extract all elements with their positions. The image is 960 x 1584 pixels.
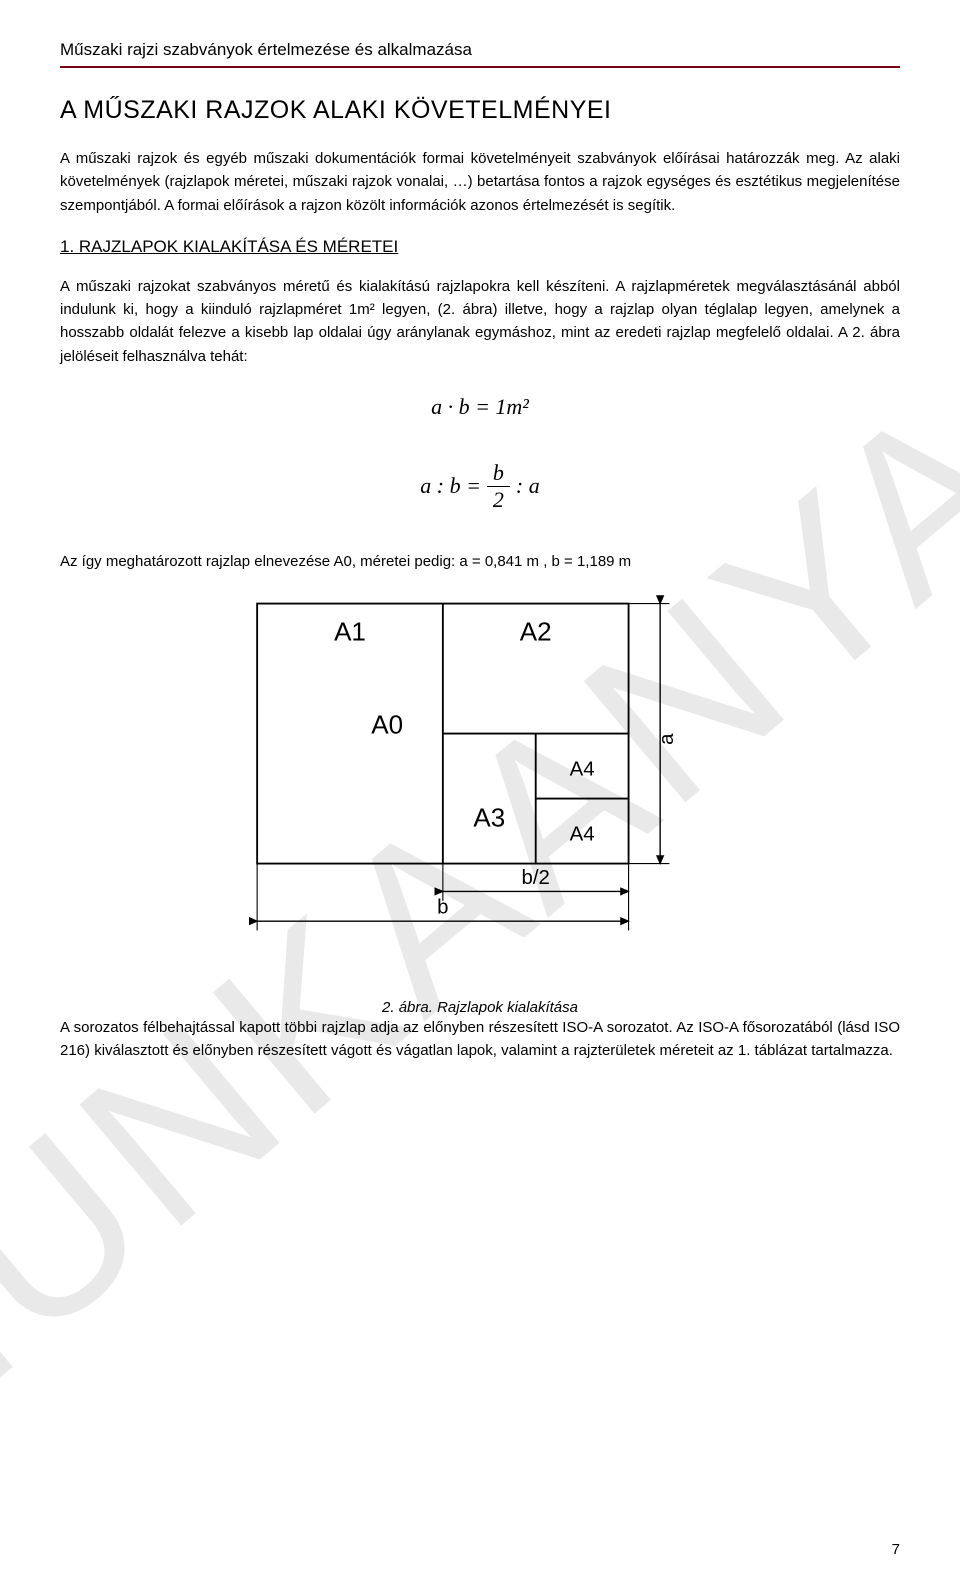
fraction: b 2 (487, 462, 510, 511)
page-number: 7 (892, 1541, 900, 1558)
svg-text:A4: A4 (570, 758, 595, 780)
section-title: A MŰSZAKI RAJZOK ALAKI KÖVETELMÉNYEI (60, 96, 900, 125)
svg-text:b/2: b/2 (522, 867, 550, 889)
paragraph-intro: A műszaki rajzok és egyéb műszaki dokume… (60, 147, 900, 217)
fraction-denominator: 2 (493, 487, 504, 511)
formula-1: a · b = 1m² (60, 394, 900, 420)
fraction-numerator: b (487, 462, 510, 487)
subsection-heading: 1. RAJZLAPOK KIALAKÍTÁSA ÉS MÉRETEI (60, 237, 900, 257)
svg-text:A4: A4 (570, 823, 595, 845)
svg-text:A2: A2 (520, 616, 552, 646)
svg-text:A0: A0 (371, 709, 403, 739)
running-head: Műszaki rajzi szabványok értelmezése és … (60, 40, 900, 68)
figure-wrap: A1 A2 A0 A3 A4 A4 a b/2 b 2. ábra. Rajzlapok kia… (60, 580, 900, 1016)
figure-caption: 2. ábra. Rajzlapok kialakítása (60, 999, 900, 1016)
result-line: Az így meghatározott rajzlap elnevezése … (60, 553, 900, 570)
paragraph-sizes: A műszaki rajzokat szabványos méretű és … (60, 275, 900, 368)
formula-2: a : b = b 2 : a (420, 462, 540, 511)
paper-sizes-diagram: A1 A2 A0 A3 A4 A4 a b/2 b (220, 580, 740, 980)
paragraph-closing: A sorozatos félbehajtással kapott többi … (60, 1016, 900, 1063)
formula-block: a · b = 1m² a : b = b 2 : a (60, 394, 900, 511)
svg-text:A3: A3 (473, 802, 505, 832)
svg-text:A1: A1 (334, 616, 366, 646)
svg-text:a: a (656, 733, 678, 745)
svg-text:b: b (437, 896, 448, 918)
formula-2-left: a : b = (420, 473, 481, 499)
formula-2-right: : a (516, 473, 540, 499)
